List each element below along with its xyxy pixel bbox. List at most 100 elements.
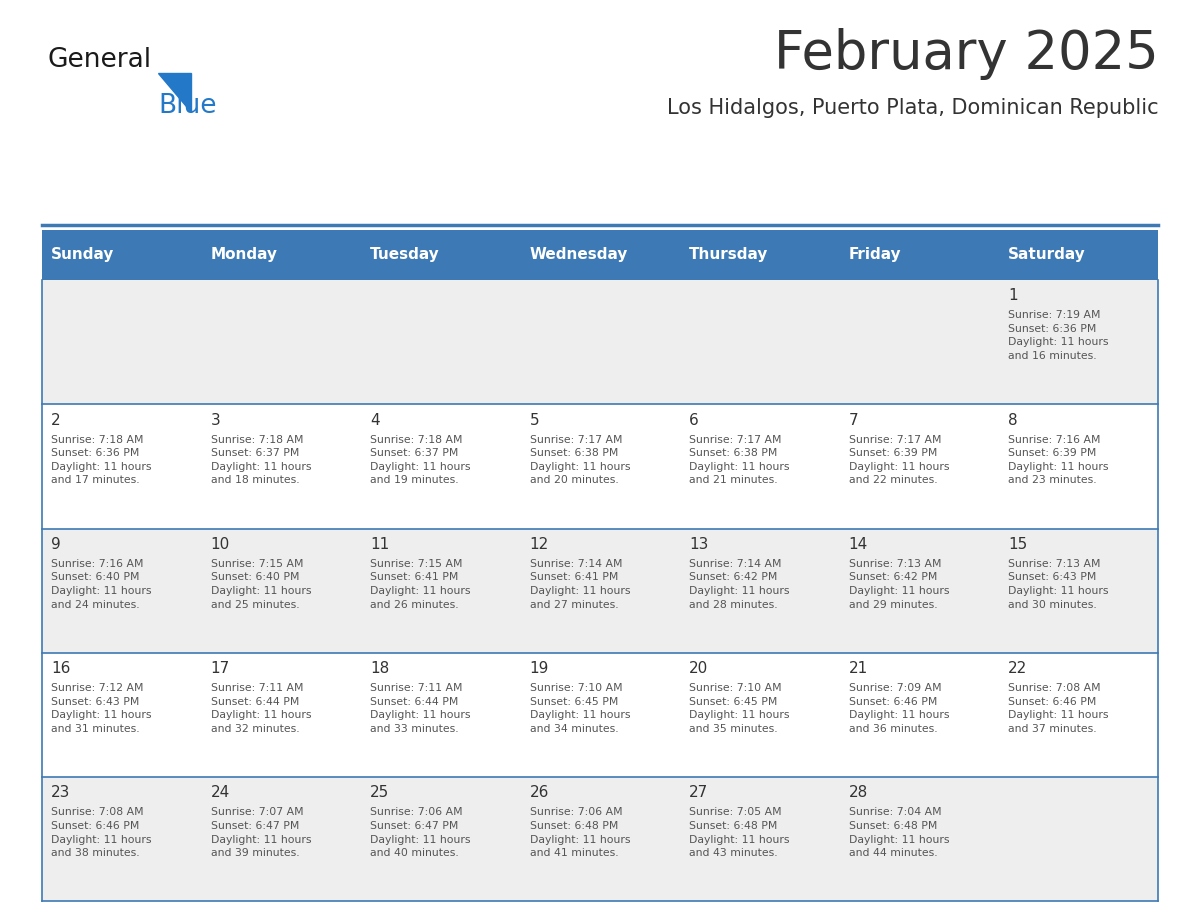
Text: 24: 24 <box>210 786 229 800</box>
Text: Monday: Monday <box>210 247 278 263</box>
Text: Sunrise: 7:05 AM
Sunset: 6:48 PM
Daylight: 11 hours
and 43 minutes.: Sunrise: 7:05 AM Sunset: 6:48 PM Dayligh… <box>689 808 790 858</box>
Text: 26: 26 <box>530 786 549 800</box>
Text: Sunday: Sunday <box>51 247 114 263</box>
Bar <box>520 653 680 778</box>
Text: 3: 3 <box>210 412 220 428</box>
Bar <box>680 653 839 778</box>
Text: Sunrise: 7:11 AM
Sunset: 6:44 PM
Daylight: 11 hours
and 32 minutes.: Sunrise: 7:11 AM Sunset: 6:44 PM Dayligh… <box>210 683 311 734</box>
Text: 16: 16 <box>51 661 70 677</box>
Text: 12: 12 <box>530 537 549 552</box>
Text: 21: 21 <box>848 661 868 677</box>
Text: 11: 11 <box>371 537 390 552</box>
Text: Sunrise: 7:13 AM
Sunset: 6:43 PM
Daylight: 11 hours
and 30 minutes.: Sunrise: 7:13 AM Sunset: 6:43 PM Dayligh… <box>1009 559 1108 610</box>
Text: Tuesday: Tuesday <box>371 247 440 263</box>
Text: Sunrise: 7:17 AM
Sunset: 6:38 PM
Daylight: 11 hours
and 20 minutes.: Sunrise: 7:17 AM Sunset: 6:38 PM Dayligh… <box>530 434 630 486</box>
Text: Sunrise: 7:19 AM
Sunset: 6:36 PM
Daylight: 11 hours
and 16 minutes.: Sunrise: 7:19 AM Sunset: 6:36 PM Dayligh… <box>1009 310 1108 361</box>
Bar <box>999 653 1158 778</box>
Text: 2: 2 <box>51 412 61 428</box>
Bar <box>201 778 361 901</box>
Text: Sunrise: 7:06 AM
Sunset: 6:47 PM
Daylight: 11 hours
and 40 minutes.: Sunrise: 7:06 AM Sunset: 6:47 PM Dayligh… <box>371 808 470 858</box>
Text: General: General <box>48 48 152 73</box>
Text: Sunrise: 7:04 AM
Sunset: 6:48 PM
Daylight: 11 hours
and 44 minutes.: Sunrise: 7:04 AM Sunset: 6:48 PM Dayligh… <box>848 808 949 858</box>
Bar <box>361 404 520 529</box>
Text: 4: 4 <box>371 412 380 428</box>
Bar <box>361 230 520 280</box>
Text: Sunrise: 7:17 AM
Sunset: 6:39 PM
Daylight: 11 hours
and 22 minutes.: Sunrise: 7:17 AM Sunset: 6:39 PM Dayligh… <box>848 434 949 486</box>
Text: 23: 23 <box>51 786 70 800</box>
Bar <box>999 529 1158 653</box>
Text: Thursday: Thursday <box>689 247 769 263</box>
Text: Sunrise: 7:08 AM
Sunset: 6:46 PM
Daylight: 11 hours
and 38 minutes.: Sunrise: 7:08 AM Sunset: 6:46 PM Dayligh… <box>51 808 152 858</box>
Text: Sunrise: 7:14 AM
Sunset: 6:41 PM
Daylight: 11 hours
and 27 minutes.: Sunrise: 7:14 AM Sunset: 6:41 PM Dayligh… <box>530 559 630 610</box>
Text: 15: 15 <box>1009 537 1028 552</box>
Text: Sunrise: 7:07 AM
Sunset: 6:47 PM
Daylight: 11 hours
and 39 minutes.: Sunrise: 7:07 AM Sunset: 6:47 PM Dayligh… <box>210 808 311 858</box>
Bar <box>520 778 680 901</box>
Text: 6: 6 <box>689 412 699 428</box>
Bar <box>839 653 999 778</box>
Text: 5: 5 <box>530 412 539 428</box>
Bar <box>42 404 201 529</box>
Bar <box>361 653 520 778</box>
Text: 25: 25 <box>371 786 390 800</box>
Bar <box>999 280 1158 404</box>
Text: 17: 17 <box>210 661 229 677</box>
Text: Sunrise: 7:10 AM
Sunset: 6:45 PM
Daylight: 11 hours
and 34 minutes.: Sunrise: 7:10 AM Sunset: 6:45 PM Dayligh… <box>530 683 630 734</box>
Text: Sunrise: 7:18 AM
Sunset: 6:37 PM
Daylight: 11 hours
and 19 minutes.: Sunrise: 7:18 AM Sunset: 6:37 PM Dayligh… <box>371 434 470 486</box>
Bar <box>839 529 999 653</box>
Bar <box>839 230 999 280</box>
Text: Sunrise: 7:09 AM
Sunset: 6:46 PM
Daylight: 11 hours
and 36 minutes.: Sunrise: 7:09 AM Sunset: 6:46 PM Dayligh… <box>848 683 949 734</box>
Bar <box>42 529 201 653</box>
Bar <box>999 778 1158 901</box>
Bar <box>201 404 361 529</box>
Bar <box>999 404 1158 529</box>
Text: Sunrise: 7:12 AM
Sunset: 6:43 PM
Daylight: 11 hours
and 31 minutes.: Sunrise: 7:12 AM Sunset: 6:43 PM Dayligh… <box>51 683 152 734</box>
Text: Friday: Friday <box>848 247 902 263</box>
Bar <box>520 230 680 280</box>
Text: 19: 19 <box>530 661 549 677</box>
Text: 27: 27 <box>689 786 708 800</box>
Bar <box>680 529 839 653</box>
Text: Sunrise: 7:16 AM
Sunset: 6:39 PM
Daylight: 11 hours
and 23 minutes.: Sunrise: 7:16 AM Sunset: 6:39 PM Dayligh… <box>1009 434 1108 486</box>
Text: Sunrise: 7:14 AM
Sunset: 6:42 PM
Daylight: 11 hours
and 28 minutes.: Sunrise: 7:14 AM Sunset: 6:42 PM Dayligh… <box>689 559 790 610</box>
Bar <box>680 778 839 901</box>
Text: Sunrise: 7:16 AM
Sunset: 6:40 PM
Daylight: 11 hours
and 24 minutes.: Sunrise: 7:16 AM Sunset: 6:40 PM Dayligh… <box>51 559 152 610</box>
Bar <box>520 280 680 404</box>
Text: Sunrise: 7:11 AM
Sunset: 6:44 PM
Daylight: 11 hours
and 33 minutes.: Sunrise: 7:11 AM Sunset: 6:44 PM Dayligh… <box>371 683 470 734</box>
Text: Sunrise: 7:08 AM
Sunset: 6:46 PM
Daylight: 11 hours
and 37 minutes.: Sunrise: 7:08 AM Sunset: 6:46 PM Dayligh… <box>1009 683 1108 734</box>
Text: Sunrise: 7:18 AM
Sunset: 6:37 PM
Daylight: 11 hours
and 18 minutes.: Sunrise: 7:18 AM Sunset: 6:37 PM Dayligh… <box>210 434 311 486</box>
Bar <box>201 230 361 280</box>
Text: Sunrise: 7:15 AM
Sunset: 6:40 PM
Daylight: 11 hours
and 25 minutes.: Sunrise: 7:15 AM Sunset: 6:40 PM Dayligh… <box>210 559 311 610</box>
Text: Sunrise: 7:13 AM
Sunset: 6:42 PM
Daylight: 11 hours
and 29 minutes.: Sunrise: 7:13 AM Sunset: 6:42 PM Dayligh… <box>848 559 949 610</box>
Bar <box>361 280 520 404</box>
Bar <box>42 230 201 280</box>
Text: 28: 28 <box>848 786 868 800</box>
Bar <box>42 778 201 901</box>
Bar <box>201 529 361 653</box>
Text: 10: 10 <box>210 537 229 552</box>
Text: Sunrise: 7:17 AM
Sunset: 6:38 PM
Daylight: 11 hours
and 21 minutes.: Sunrise: 7:17 AM Sunset: 6:38 PM Dayligh… <box>689 434 790 486</box>
Bar <box>201 653 361 778</box>
Bar <box>839 280 999 404</box>
Text: 13: 13 <box>689 537 708 552</box>
Text: Los Hidalgos, Puerto Plata, Dominican Republic: Los Hidalgos, Puerto Plata, Dominican Re… <box>666 98 1158 118</box>
Bar <box>201 280 361 404</box>
Bar <box>520 404 680 529</box>
Text: Wednesday: Wednesday <box>530 247 628 263</box>
Bar <box>520 529 680 653</box>
Text: Sunrise: 7:18 AM
Sunset: 6:36 PM
Daylight: 11 hours
and 17 minutes.: Sunrise: 7:18 AM Sunset: 6:36 PM Dayligh… <box>51 434 152 486</box>
Bar <box>42 653 201 778</box>
Bar <box>680 230 839 280</box>
Bar <box>839 778 999 901</box>
Bar <box>361 529 520 653</box>
Bar <box>680 404 839 529</box>
Text: February 2025: February 2025 <box>773 28 1158 80</box>
Text: 1: 1 <box>1009 288 1018 303</box>
Bar <box>839 404 999 529</box>
Text: 9: 9 <box>51 537 61 552</box>
Text: 18: 18 <box>371 661 390 677</box>
Bar <box>42 280 201 404</box>
Bar <box>361 778 520 901</box>
Bar <box>999 230 1158 280</box>
Text: 20: 20 <box>689 661 708 677</box>
Text: 8: 8 <box>1009 412 1018 428</box>
